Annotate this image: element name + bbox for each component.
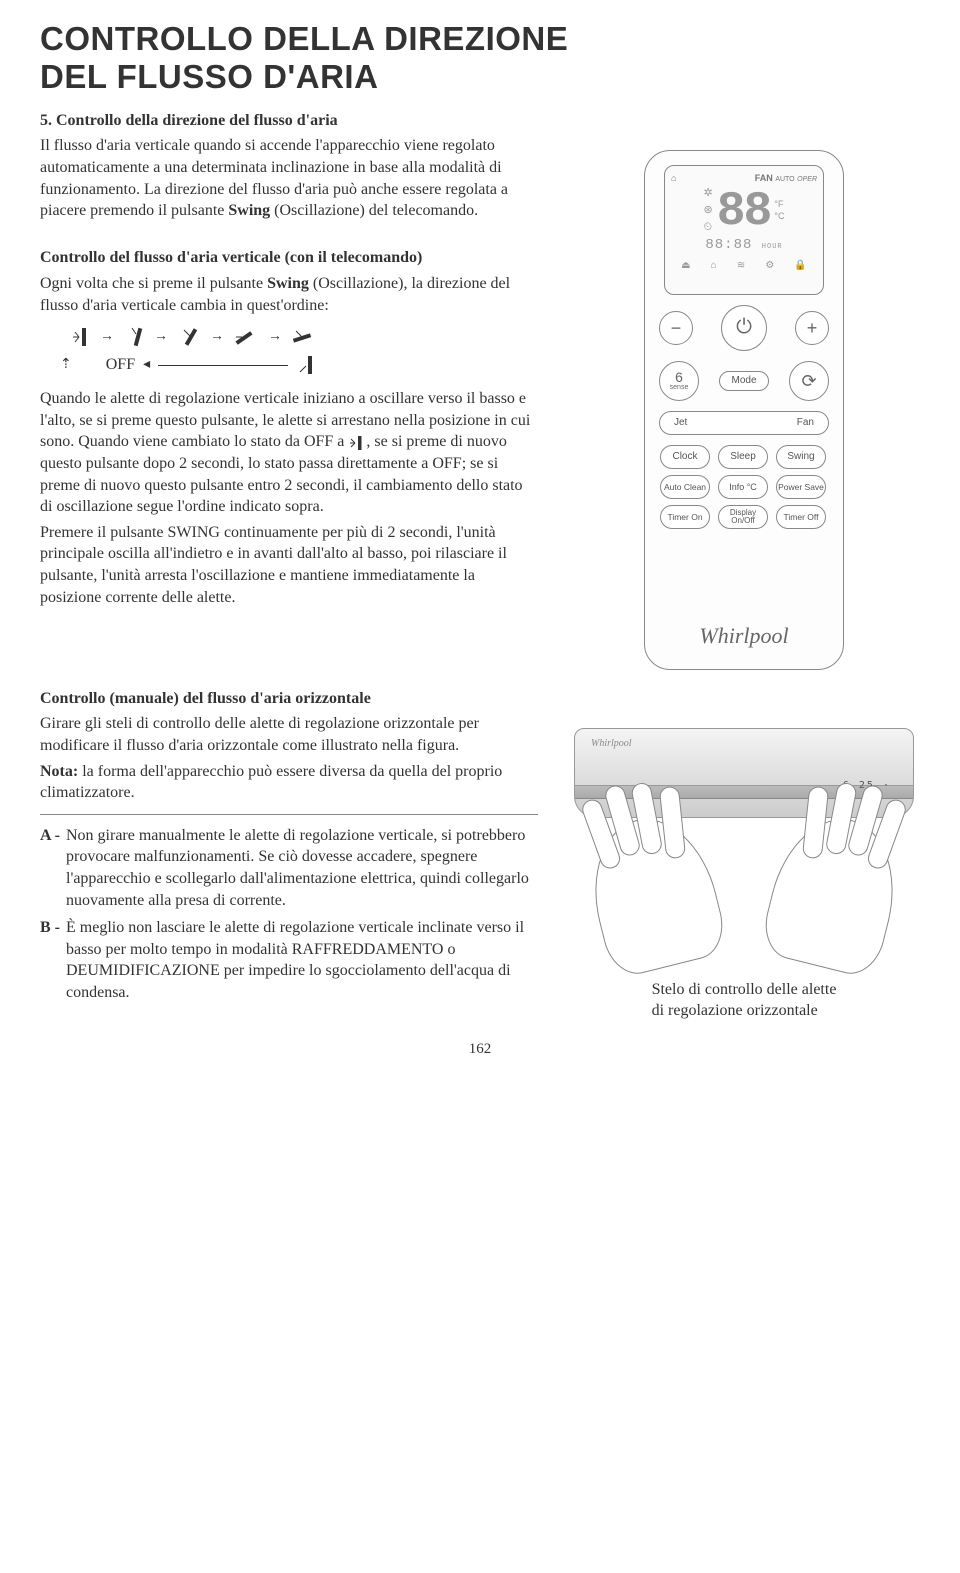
arrow-icon: →	[154, 328, 168, 347]
note-b: B - È meglio non lasciare le alette di r…	[40, 917, 538, 1003]
section-heading: 5. Controllo della direzione del flusso …	[40, 110, 538, 132]
plus-button[interactable]: +	[795, 311, 829, 345]
louver-sequence: → → → →	[70, 326, 538, 348]
arrow-icon: →	[210, 328, 224, 347]
sub2-title: Controllo (manuale) del flusso d'aria or…	[40, 688, 538, 710]
timer-off-button[interactable]: Timer Off	[776, 505, 826, 529]
house-icon: ⌂	[671, 172, 676, 184]
auto-clean-button[interactable]: Auto Clean	[660, 475, 710, 499]
info-button[interactable]: Info °C	[718, 475, 768, 499]
louver-icon-5	[292, 326, 316, 348]
page-number: 162	[40, 1039, 920, 1059]
clock-button[interactable]: Clock	[660, 445, 710, 469]
power-save-button[interactable]: Power Save	[776, 475, 826, 499]
minus-button[interactable]: −	[659, 311, 693, 345]
sub2-body: Girare gli steli di controllo delle alet…	[40, 713, 538, 756]
intro-paragraph: Il flusso d'aria verticale quando si acc…	[40, 135, 538, 221]
louver-icon-2	[124, 326, 144, 348]
sleep-button[interactable]: Sleep	[718, 445, 768, 469]
remote-control-figure: ⌂ FAN AUTO OPER ✲⊛⏲ 88 °F °C 88:88 HOUR …	[644, 150, 844, 670]
sub1-body: Ogni volta che si preme il pulsante Swin…	[40, 273, 538, 316]
timer-on-button[interactable]: Timer On	[660, 505, 710, 529]
off-label: OFF	[106, 354, 135, 376]
sixth-sense-button[interactable]: 6 sense	[659, 361, 699, 401]
ac-brand-badge: Whirlpool	[591, 737, 632, 751]
remote-lcd: ⌂ FAN AUTO OPER ✲⊛⏲ 88 °F °C 88:88 HOUR …	[664, 165, 824, 295]
dial-button[interactable]: ⟳	[789, 361, 829, 401]
title-line-2: DEL FLUSSO D'ARIA	[40, 58, 378, 95]
louver-inline-icon	[348, 435, 366, 451]
swing-button[interactable]: Swing	[776, 445, 826, 469]
arrow-icon: →	[268, 328, 282, 347]
paragraph-2: Quando le alette di regolazione vertical…	[40, 388, 538, 518]
arrow-icon: →	[100, 328, 114, 347]
jet-button-label: Jet	[674, 416, 687, 430]
power-button[interactable]: ⏻	[721, 305, 767, 351]
lcd-digits: 88	[717, 188, 771, 236]
paragraph-3: Premere il pulsante SWING continuamente …	[40, 522, 538, 608]
jet-fan-bar[interactable]: Jet Fan	[659, 411, 829, 435]
ac-caption: Stelo di controllo delle alette di regol…	[652, 980, 837, 1022]
hands-illustration	[574, 812, 914, 972]
arrow-left-icon: ◂	[143, 356, 150, 375]
louver-icon-4	[234, 326, 258, 348]
louver-icon-swing	[296, 354, 316, 376]
sub1-title: Controllo del flusso d'aria verticale (c…	[40, 247, 538, 269]
display-button[interactable]: Display On/Off	[718, 505, 768, 529]
note-a: A - Non girare manualmente le alette di …	[40, 825, 538, 911]
mode-button[interactable]: Mode	[719, 371, 769, 391]
sub2-note: Nota: la forma dell'apparecchio può esse…	[40, 761, 538, 804]
louver-icon-1	[70, 326, 90, 348]
louver-icon-3	[178, 326, 200, 348]
ac-unit-figure: Whirlpool 6 25 · Stel	[574, 688, 914, 1022]
louver-off-row: ⇡ OFF ◂	[60, 354, 538, 376]
fan-button-label: Fan	[797, 416, 814, 430]
title-line-1: CONTROLLO DELLA DIREZIONE	[40, 20, 568, 57]
page-title: CONTROLLO DELLA DIREZIONE DEL FLUSSO D'A…	[40, 20, 920, 96]
remote-brand-logo: Whirlpool	[699, 621, 788, 651]
